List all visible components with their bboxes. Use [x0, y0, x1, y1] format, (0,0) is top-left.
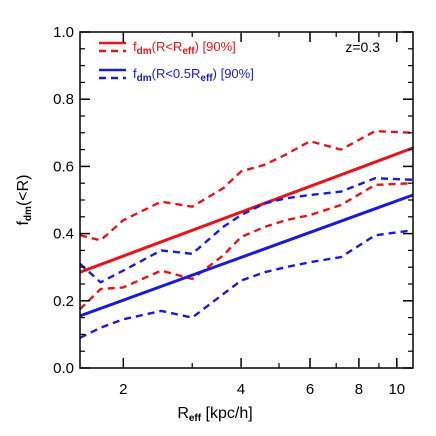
legend-label-part: (R<0.5R — [152, 66, 201, 81]
y-tick-label: 0.6 — [53, 158, 74, 175]
redshift-annotation: z=0.3 — [345, 39, 380, 55]
legend-label-part: ) [90%] — [195, 39, 236, 54]
x-axis-title: Reff [kpc/h] — [177, 405, 252, 424]
y-axis-title: fdm(<R) — [15, 174, 34, 225]
legend: fdm(R<Reff) [90%]fdm(R<0.5Reff) [90%] — [99, 39, 254, 84]
legend-label-part: ) [90%] — [213, 66, 254, 81]
x-tick-label: 6 — [306, 381, 314, 398]
series-line-5 — [79, 176, 414, 284]
legend-label-part: (R<R — [152, 39, 183, 54]
series-line-6 — [79, 229, 414, 339]
x-tick-label: 2 — [119, 381, 127, 398]
series-layer — [79, 129, 414, 339]
legend-label-part: f — [133, 39, 137, 54]
legend-label: fdm(R<Reff) [90%] — [133, 39, 236, 57]
y-tick-label: 0.2 — [53, 293, 74, 310]
legend-label-part: dm — [137, 73, 152, 84]
y-tick-label: 1.0 — [53, 24, 74, 41]
y-tick-label: 0.4 — [53, 226, 74, 243]
series-line-2 — [79, 129, 414, 242]
x-tick-label: 10 — [388, 381, 405, 398]
x-tick-label: 4 — [237, 381, 245, 398]
y-tick-label: 0.0 — [53, 360, 74, 377]
legend-label-part: eff — [182, 46, 195, 57]
series-line-3 — [79, 182, 414, 311]
series-line-4 — [79, 193, 414, 318]
x-tick-label: 8 — [355, 381, 363, 398]
legend-label-part: dm — [137, 46, 152, 57]
legend-label-part: eff — [200, 73, 213, 84]
legend-label: fdm(R<0.5Reff) [90%] — [133, 66, 254, 84]
legend-label-part: f — [133, 66, 137, 81]
series-line-1 — [79, 146, 414, 274]
axes-layer: 0.0 0.2 0.4 0.6 0.8 1.0 2 4 6 8 10 — [53, 24, 414, 398]
y-tick-label: 0.8 — [53, 91, 74, 108]
